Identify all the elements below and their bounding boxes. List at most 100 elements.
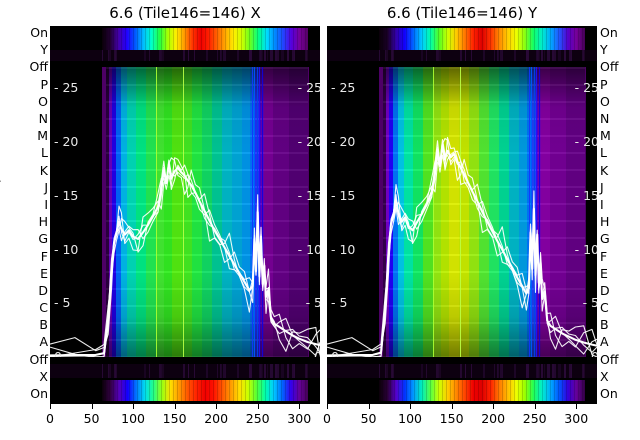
band-speckle [109,50,111,61]
column-shading [518,67,528,357]
panel-title-y: 6.6 (Tile146=146) Y [386,4,538,22]
category-label-right-e: E [600,265,608,281]
x-axis-tick [216,404,218,409]
column-shading [549,67,567,357]
band-speckle [386,364,388,378]
band-speckle [286,50,290,61]
row-banding [272,67,290,357]
row-banding [422,67,433,357]
column-shading [264,67,273,357]
overlay-curve [327,137,597,357]
inner-ytick-label: - 10 [574,241,597,257]
heatmap-column [432,67,441,357]
heatmap-column [489,67,499,357]
inner-ytick-label: - 5 [582,295,597,311]
column-shading [231,67,242,357]
heatmap-column [412,67,423,357]
band-speckle [188,364,190,378]
row-banding [163,67,173,357]
band-speckle [280,364,284,378]
x-axis-tick-label-right: 200 [481,411,506,426]
inner-ytick-label: - 20 [331,134,356,150]
top-spectral-band-y [327,28,597,61]
heatmap-panel-y[interactable]: - 25 - 25 - 20 - 20 - 15 - 15 - 10 - 10 - 5 - 5 0 0 [327,26,597,404]
overlay-curve [50,157,320,357]
band-noise [101,380,308,401]
band-noise [378,380,585,401]
heatmap-panel-x[interactable]: - 25 - 25 - 20 - 20 - 15 - 15 - 10 - 10 - 5 - 5 0 0 [50,26,320,404]
band-speckle [216,50,218,61]
band-speckle [280,50,284,61]
heatmap-column [108,67,113,357]
category-label-left-a: A [39,334,48,350]
inner-ytick-label: - 20 [297,134,320,150]
inner-ytick-label: - 15 [54,187,79,203]
heatmap-canvas [50,67,320,357]
heatmap-column [127,67,136,357]
main-heatmap-y[interactable]: - 25 - 25 - 20 - 20 - 15 - 15 - 10 - 10 - 5 - 5 0 0 [327,67,597,357]
band-speckle [526,50,529,61]
row-banding [383,67,386,357]
heatmap-streak [528,67,531,357]
row-banding [397,67,405,357]
panel-title-x: 6.6 (Tile146=146) X [109,4,261,22]
row-banding [541,67,550,357]
band-speckle [270,50,273,61]
band-speckle [496,50,499,61]
category-label-right-on: On [600,386,618,401]
band-speckle [276,50,279,61]
inner-ytick-label: - 5 [54,295,71,311]
category-label-left-off: Off [29,59,48,75]
row-banding [192,67,203,357]
band-speckle [113,364,117,378]
inner-ytick-label: - 10 [297,241,320,257]
band-speckle [149,364,151,378]
heatmap-streak [433,67,435,357]
x-axis-tick-label-right: 0 [323,411,331,426]
column-shading [221,67,232,357]
band-speckle [538,364,540,378]
column-shading [449,67,460,357]
column-shading [212,67,222,357]
band-speckle [307,364,309,378]
bottom-spectral-band-x [50,364,320,402]
band-speckle [547,50,550,61]
heatmap-column [112,67,116,357]
heatmap-column [155,67,164,357]
main-heatmap-x[interactable]: - 25 - 25 - 20 - 20 - 15 - 15 - 10 - 10 - 5 - 5 0 0 [50,67,320,357]
row-banding [549,67,567,357]
overlay-curve [50,160,320,357]
x-axis-tick [50,404,51,409]
heatmap-column [272,67,290,357]
row-banding [241,67,251,357]
row-banding [135,67,146,357]
band-speckle [276,364,279,378]
band-speckle [261,364,263,378]
band-speckle [306,364,307,378]
band-speckle [216,364,218,378]
heatmap-column [231,67,242,357]
band-speckle [390,364,394,378]
row-banding [508,67,519,357]
band-speckle [384,364,386,378]
column-shading [383,67,386,357]
row-banding [389,67,393,357]
column-shading [108,67,113,357]
row-banding [264,67,273,357]
band-speckle [264,50,266,61]
column-shading [135,67,146,357]
row-banding [106,67,109,357]
inner-ytick-label: - 15 [297,187,320,203]
band-speckle [293,50,295,61]
category-label-right-j: J [600,179,604,195]
band-speckle [493,50,495,61]
heatmap-canvas [327,67,597,357]
column-shading [459,67,470,357]
band-speckle [275,364,277,378]
band-speckle [107,50,109,61]
inner-ytick-label: - 25 [574,80,597,96]
band-speckle [470,50,473,61]
x-axis-tick-label-left: 0 [46,411,54,426]
band-speckle [219,364,222,378]
